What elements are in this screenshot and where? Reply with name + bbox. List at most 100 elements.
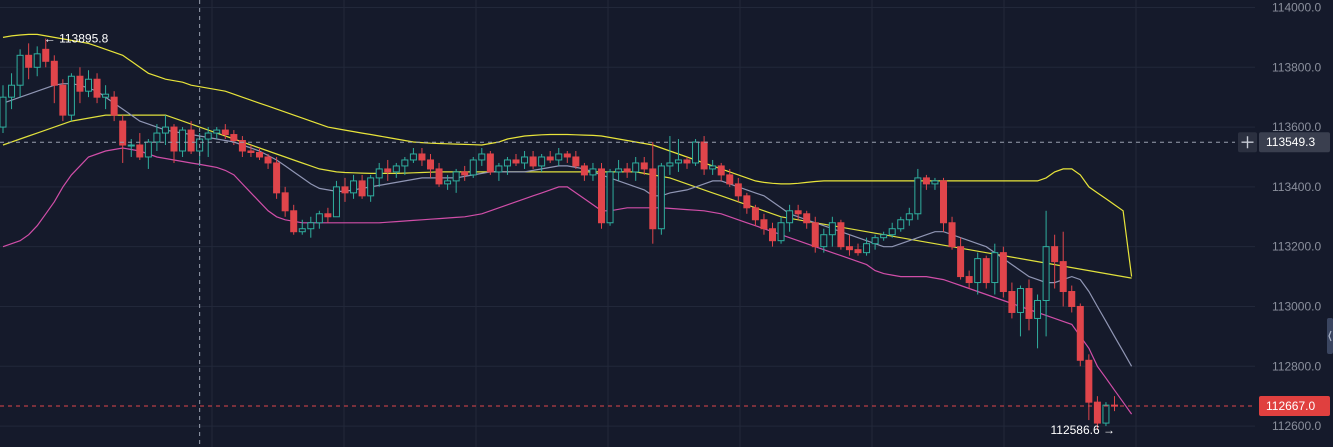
candle (358, 174, 366, 199)
candle (623, 162, 631, 178)
candle (905, 207, 913, 226)
candle (1085, 354, 1093, 421)
candle (478, 148, 486, 166)
candle (25, 43, 33, 80)
candle (1059, 231, 1067, 307)
candle (452, 168, 460, 193)
y-tick-label: 113200.0 (1272, 240, 1321, 254)
candle (922, 174, 930, 190)
candle (503, 156, 511, 175)
candle (247, 145, 255, 157)
candle (769, 222, 776, 247)
candle (965, 270, 973, 289)
candle (615, 159, 623, 181)
candle (281, 186, 289, 217)
candle (367, 174, 375, 202)
candle (828, 216, 836, 247)
candle (880, 231, 888, 241)
candle (931, 177, 939, 190)
candle (1076, 303, 1084, 367)
candle (657, 162, 665, 235)
indicator-lines (2, 33, 1133, 415)
candle (948, 216, 956, 250)
candle (666, 136, 674, 175)
candle (0, 85, 7, 134)
candle (521, 150, 529, 169)
crosshair-add-button[interactable] (1238, 132, 1257, 153)
candle (811, 216, 819, 253)
candle (888, 222, 896, 238)
plus-icon[interactable] (1241, 136, 1254, 149)
candle (469, 156, 477, 178)
candle (649, 142, 657, 244)
candle (589, 162, 597, 181)
candle (144, 139, 152, 169)
candle (179, 127, 187, 157)
candle (563, 150, 571, 163)
candle (845, 234, 853, 256)
candle (238, 136, 246, 157)
y-tick-label: 114000.0 (1272, 0, 1321, 14)
candle (50, 55, 58, 104)
candle (940, 177, 947, 232)
candle (512, 153, 520, 166)
candle (555, 148, 563, 166)
candle (59, 79, 67, 122)
last-price-tag: 112667.0 (1259, 396, 1330, 417)
candle (1016, 285, 1024, 337)
candle (786, 204, 794, 232)
candle (110, 91, 118, 122)
candles (0, 38, 1118, 430)
candle (461, 165, 469, 181)
candle (640, 156, 648, 175)
candle (33, 46, 41, 77)
candle (1034, 294, 1042, 349)
candle (42, 38, 50, 68)
candle (401, 156, 409, 175)
candle (709, 159, 717, 175)
candle (957, 237, 965, 280)
candle (1008, 282, 1016, 319)
candle (982, 255, 990, 289)
candle (897, 216, 905, 232)
candle (290, 204, 298, 235)
candle (632, 156, 640, 181)
candle (16, 49, 24, 98)
candle (1093, 396, 1101, 430)
low-price-annotation: 112586.6 → (1051, 423, 1116, 437)
candle (384, 159, 392, 181)
candle (854, 243, 862, 256)
candle (863, 237, 871, 256)
candle (999, 246, 1007, 298)
crosshair-price-label: 113549.3 (1266, 135, 1315, 149)
candle (67, 73, 75, 122)
candle (991, 243, 999, 295)
price-axis[interactable]: 112600.0 112800.0 113000.0 113200.0 113400.0… (1272, 0, 1321, 433)
candle (751, 204, 759, 226)
indicator-line (2, 147, 1133, 415)
candle (93, 73, 101, 104)
scroll-handle[interactable] (1327, 318, 1333, 354)
candle (102, 85, 110, 110)
candle (427, 153, 434, 178)
chevron-left-icon[interactable] (1328, 330, 1332, 342)
candle (598, 162, 605, 229)
candle (444, 174, 452, 190)
candle (221, 124, 229, 140)
candle (495, 162, 503, 181)
indicator-line (2, 83, 1133, 367)
high-price-annotation: ← 113895.8 (44, 32, 109, 46)
crosshair-price-tag: 113549.3 (1259, 132, 1330, 153)
candle (127, 139, 135, 157)
candle (136, 133, 144, 160)
candle (777, 216, 785, 244)
y-tick-label: 113400.0 (1272, 180, 1321, 194)
candle (743, 192, 751, 214)
candle (760, 213, 768, 235)
y-tick-label: 113600.0 (1272, 120, 1321, 134)
candle (85, 70, 92, 98)
candle (1025, 279, 1033, 331)
candle (486, 150, 494, 175)
